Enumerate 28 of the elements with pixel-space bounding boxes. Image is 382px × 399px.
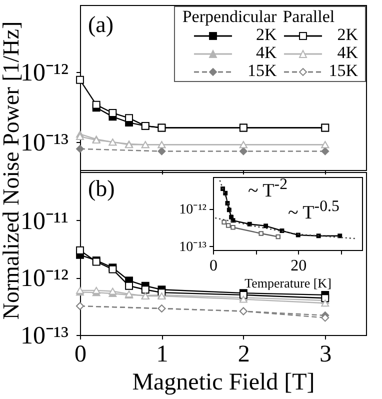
y-axis-title: Normalized Noise Power [1/Hz]	[0, 21, 24, 320]
annotation: Parallel	[282, 7, 336, 26]
x-axis-title: Magnetic Field [T]	[132, 370, 315, 396]
annotation: (a)	[88, 12, 114, 38]
annotation: ~ T$^{-0.5}$	[288, 198, 340, 224]
legend-label: 4K	[254, 43, 278, 62]
x-tick-label: 0	[210, 258, 218, 274]
x-tick-label: 1	[156, 342, 168, 368]
x-tick-label: 2	[238, 342, 250, 368]
y-tick-label: 10⁻¹²	[20, 265, 68, 292]
annotation: ~ T$^{-2}$	[248, 176, 288, 202]
legend-label: 2K	[256, 25, 278, 44]
legend-label: 15K	[328, 61, 359, 80]
y-tick-label: 10⁻¹³	[179, 240, 206, 255]
y-tick-label: 10⁻¹²	[179, 202, 206, 218]
x-tick-label: 20	[290, 258, 307, 274]
legend-label: 4K	[336, 43, 359, 62]
y-tick-label: 10⁻¹³	[20, 130, 69, 157]
x-axis-title: Temperature [K]	[244, 276, 332, 290]
x-tick-label: 3	[320, 342, 332, 368]
y-tick-label: 10⁻¹³	[20, 322, 69, 350]
annotation: Perpendicular	[181, 7, 278, 26]
legend-label: 2K	[336, 25, 359, 44]
y-tick-label: 10⁻¹²	[20, 59, 68, 86]
x-tick-label: 0	[74, 342, 86, 368]
annotation: (b)	[88, 176, 115, 202]
y-tick-label: 10⁻¹¹	[20, 208, 68, 235]
legend-label: 15K	[246, 61, 278, 80]
